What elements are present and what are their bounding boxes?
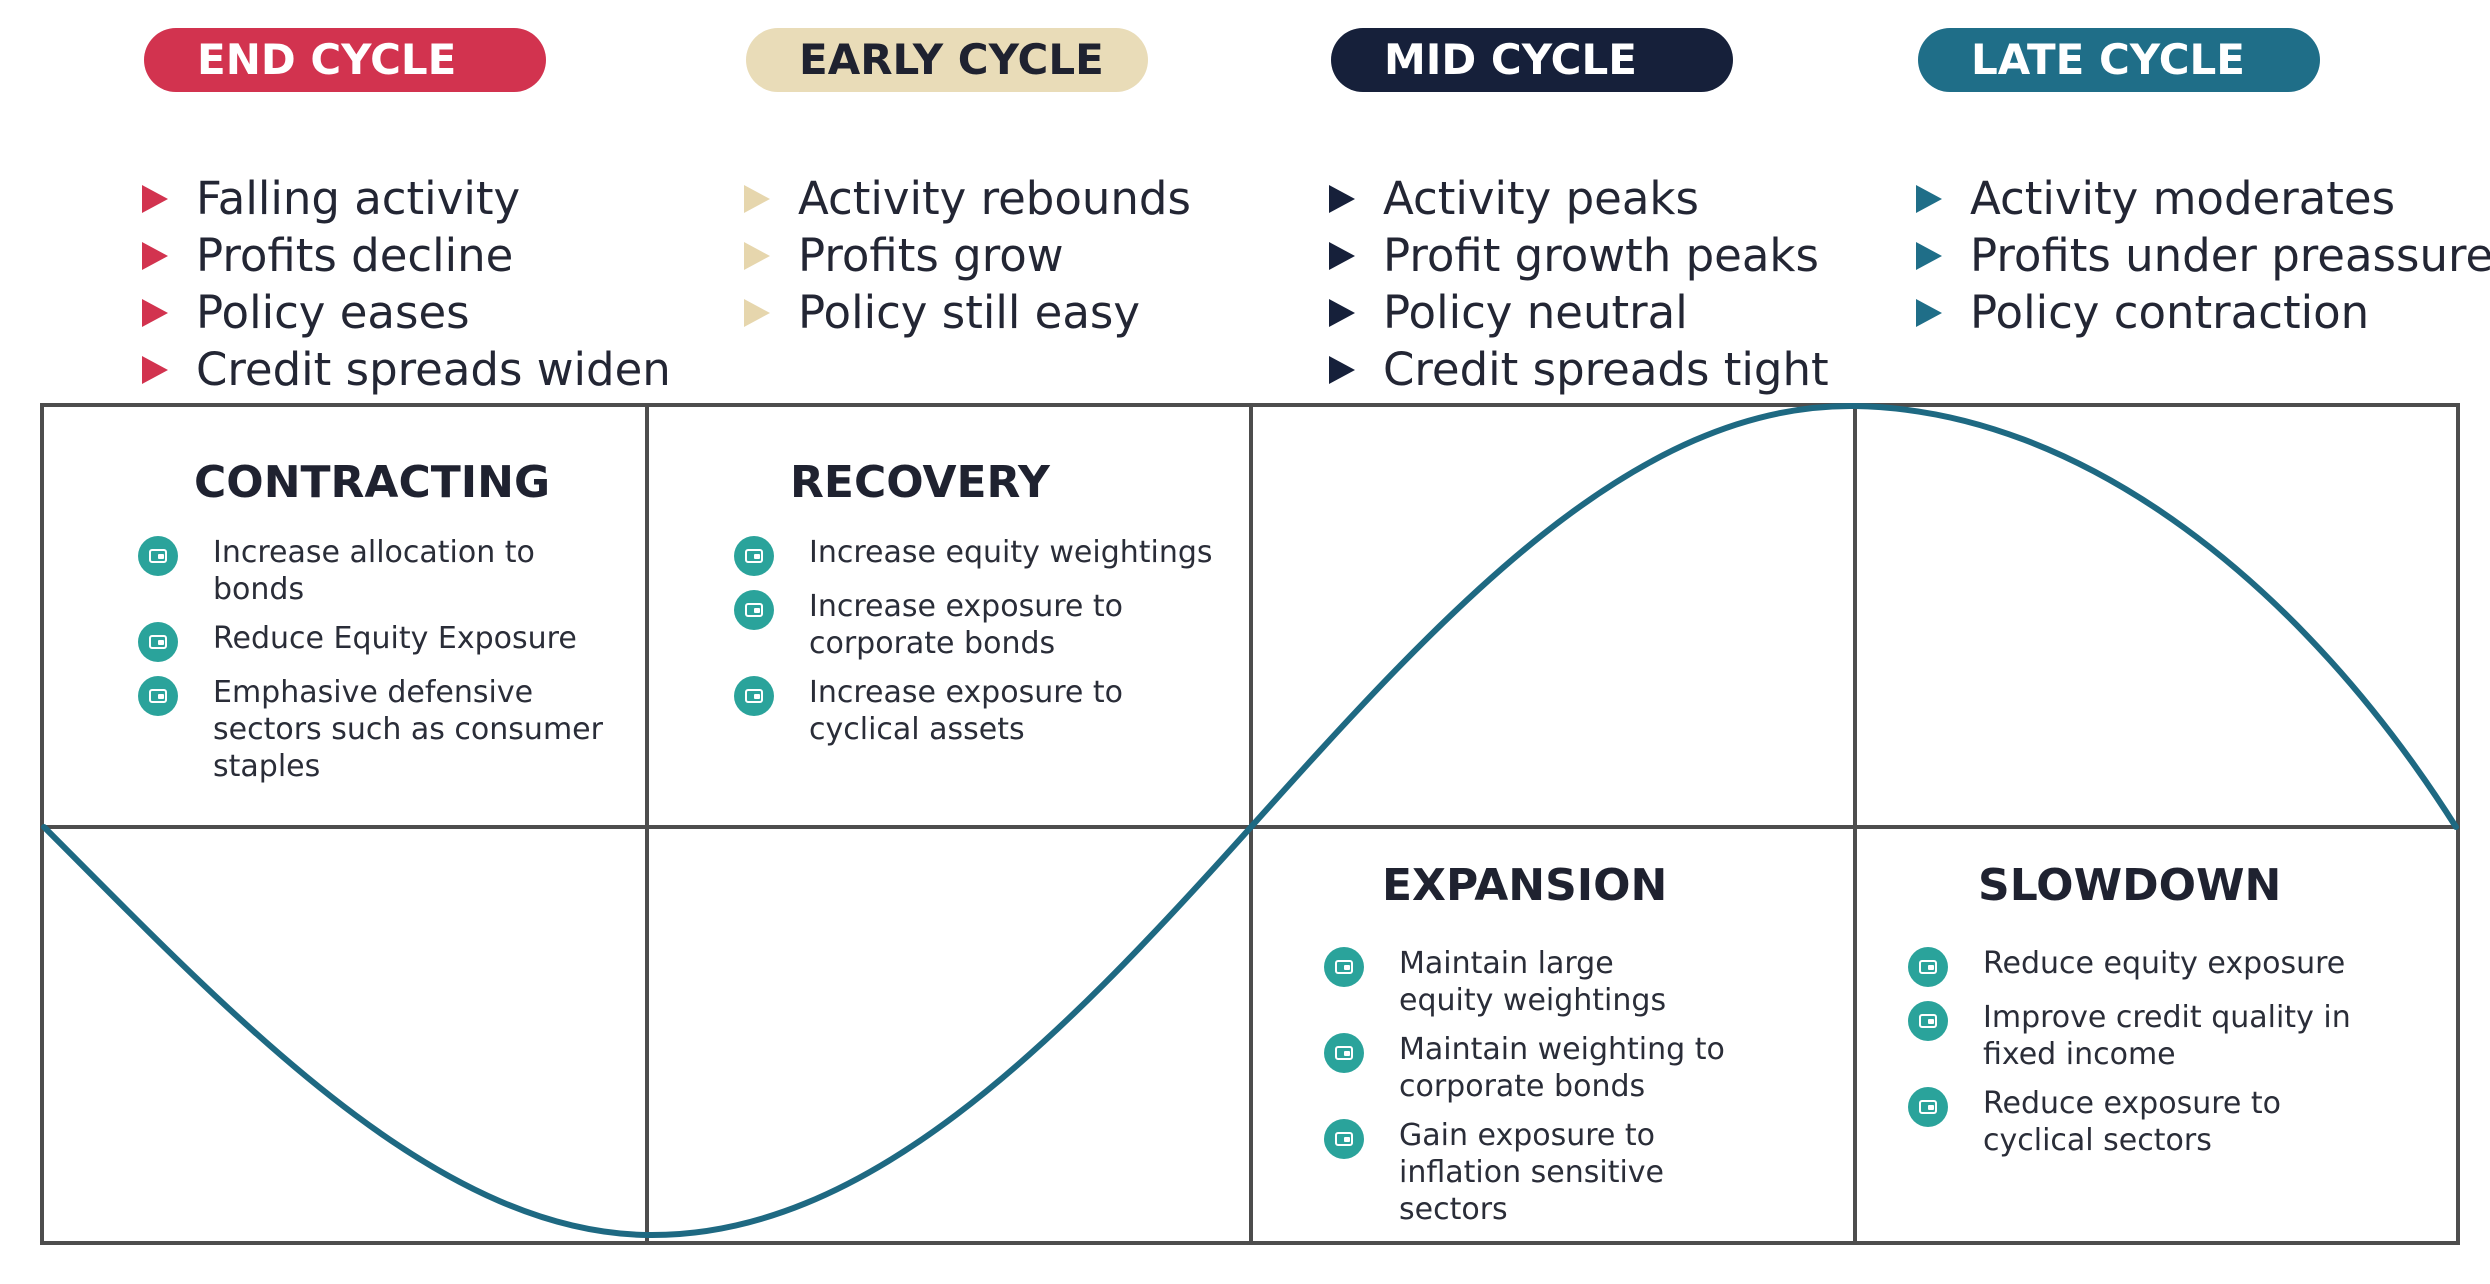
triangle-bullet-icon <box>1329 298 1355 327</box>
triangle-bullet-icon <box>1329 355 1355 384</box>
stage-title: CONTRACTING <box>194 457 551 508</box>
phase-late-cycle: LATE CYCLE Activity moderates Profits un… <box>1916 28 2490 341</box>
wallet-icon <box>138 622 178 662</box>
triangle-bullet-icon <box>1916 184 1942 213</box>
stage-title: EXPANSION <box>1382 860 1668 911</box>
stage-title: SLOWDOWN <box>1978 860 2282 911</box>
phase-pill: LATE CYCLE <box>1918 28 2320 92</box>
phase-bullet: Credit spreads tight <box>1329 341 1829 398</box>
phase-bullet: Policy contraction <box>1916 284 2490 341</box>
cycle-grid <box>40 402 2460 1245</box>
wallet-icon <box>734 676 774 716</box>
phase-bullet: Activity rebounds <box>744 170 1191 227</box>
wallet-icon <box>138 676 178 716</box>
phase-bullet-list: Falling activity Profits decline Policy … <box>142 170 671 398</box>
triangle-bullet-icon <box>142 355 168 384</box>
business-cycle-wave <box>41 402 2459 1239</box>
phase-bullet: Profits decline <box>142 227 671 284</box>
wave-curve <box>41 402 2459 1239</box>
action-item: Emphasive defensive sectors such as cons… <box>138 674 628 785</box>
action-item: Maintain weighting to corporate bonds <box>1324 1031 1784 1105</box>
wallet-icon <box>1324 947 1364 987</box>
phase-bullet: Activity peaks <box>1329 170 1829 227</box>
action-item: Reduce exposure to cyclical sectors <box>1908 1085 2408 1159</box>
stage-contracting: CONTRACTING Increase allocation to bonds… <box>138 457 628 797</box>
phase-pill: MID CYCLE <box>1331 28 1733 92</box>
phase-bullet: Profits grow <box>744 227 1191 284</box>
phase-bullet: Profit growth peaks <box>1329 227 1829 284</box>
phase-early-cycle: EARLY CYCLE Activity rebounds Profits gr… <box>744 28 1191 341</box>
grid-divider <box>645 407 649 1241</box>
triangle-bullet-icon <box>142 298 168 327</box>
wallet-icon <box>1324 1119 1364 1159</box>
grid-divider <box>1853 407 1857 1241</box>
phase-pill: END CYCLE <box>144 28 546 92</box>
triangle-bullet-icon <box>1916 241 1942 270</box>
wallet-icon <box>1324 1033 1364 1073</box>
stage-slowdown: SLOWDOWN Reduce equity exposure Improve … <box>1908 860 2408 1171</box>
stage-recovery: RECOVERY Increase equity weightings Incr… <box>734 457 1224 760</box>
phase-bullet: Profits under preassure <box>1916 227 2490 284</box>
triangle-bullet-icon <box>1916 298 1942 327</box>
wallet-icon <box>1908 1087 1948 1127</box>
wallet-icon <box>138 536 178 576</box>
action-item: Increase exposure to cyclical assets <box>734 674 1224 748</box>
triangle-bullet-icon <box>744 184 770 213</box>
phase-bullet-list: Activity rebounds Profits grow Policy st… <box>744 170 1191 341</box>
wallet-icon <box>1908 1001 1948 1041</box>
stage-title: RECOVERY <box>790 457 1050 508</box>
action-item: Gain exposure to inflation sensitive sec… <box>1324 1117 1784 1228</box>
phase-end-cycle: END CYCLE Falling activity Profits decli… <box>142 28 671 398</box>
triangle-bullet-icon <box>142 184 168 213</box>
action-item: Maintain large equity weightings <box>1324 945 1784 1019</box>
phase-bullet: Credit spreads widen <box>142 341 671 398</box>
triangle-bullet-icon <box>142 241 168 270</box>
action-item: Reduce equity exposure <box>1908 945 2408 987</box>
phase-mid-cycle: MID CYCLE Activity peaks Profit growth p… <box>1329 28 1829 398</box>
phase-bullet: Falling activity <box>142 170 671 227</box>
phase-bullet: Activity moderates <box>1916 170 2490 227</box>
action-item: Improve credit quality in fixed income <box>1908 999 2408 1073</box>
phase-bullet-list: Activity peaks Profit growth peaks Polic… <box>1329 170 1829 398</box>
phase-bullet: Policy still easy <box>744 284 1191 341</box>
triangle-bullet-icon <box>744 298 770 327</box>
wallet-icon <box>734 536 774 576</box>
wallet-icon <box>1908 947 1948 987</box>
stage-expansion: EXPANSION Maintain large equity weightin… <box>1324 860 1784 1240</box>
action-item: Increase equity weightings <box>734 534 1224 576</box>
action-item: Increase exposure to corporate bonds <box>734 588 1224 662</box>
triangle-bullet-icon <box>744 241 770 270</box>
triangle-bullet-icon <box>1329 241 1355 270</box>
phase-bullet: Policy neutral <box>1329 284 1829 341</box>
triangle-bullet-icon <box>1329 184 1355 213</box>
action-item: Increase allocation to bonds <box>138 534 628 608</box>
wallet-icon <box>734 590 774 630</box>
phase-pill: EARLY CYCLE <box>746 28 1148 92</box>
phase-bullet: Policy eases <box>142 284 671 341</box>
phase-bullet-list: Activity moderates Profits under preassu… <box>1916 170 2490 341</box>
action-item: Reduce Equity Exposure <box>138 620 628 662</box>
